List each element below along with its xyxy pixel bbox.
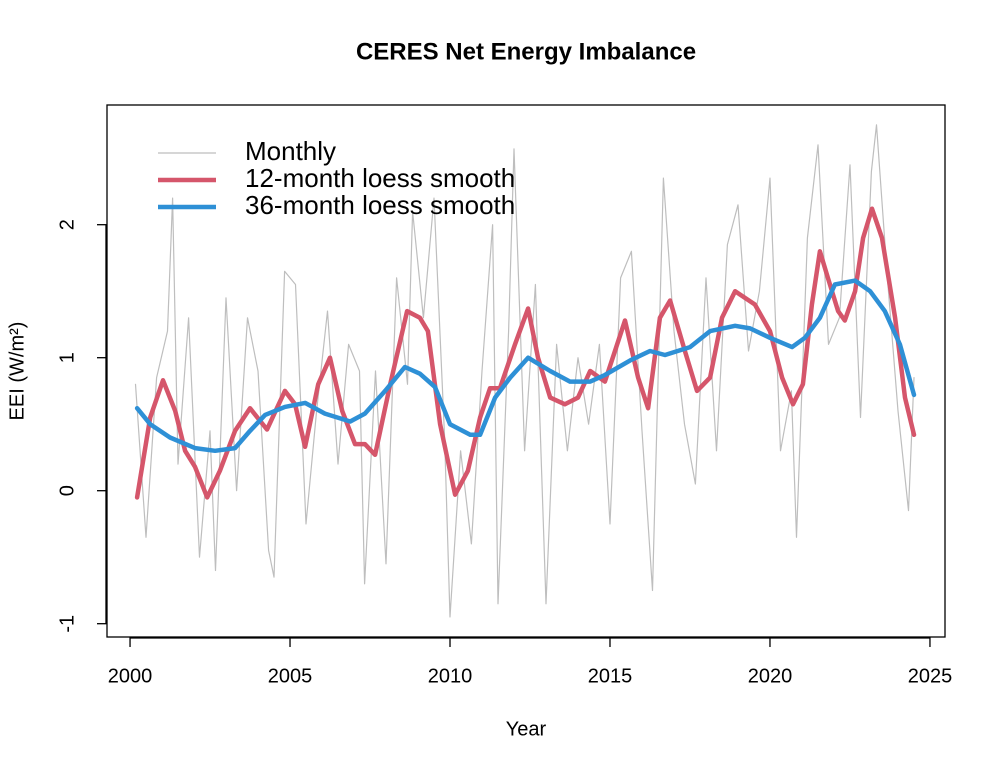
- legend-label: 12-month loess smooth: [245, 163, 515, 193]
- series-line: [134, 278, 917, 454]
- x-axis-label: Year: [506, 718, 547, 740]
- legend-label: Monthly: [245, 136, 336, 166]
- chart-title: CERES Net Energy Imbalance: [356, 38, 696, 65]
- y-tick-label: 2: [56, 219, 78, 230]
- y-axis-label: EEI (W/m²): [6, 322, 28, 421]
- x-tick-label: 2000: [108, 665, 153, 687]
- x-tick-label: 2010: [428, 665, 473, 687]
- y-tick-label: 0: [56, 485, 78, 496]
- legend-label: 36-month loess smooth: [245, 190, 515, 220]
- x-tick-label: 2015: [588, 665, 633, 687]
- plot-frame: [106, 104, 946, 638]
- x-tick-label: 2025: [908, 665, 953, 687]
- series-line: [134, 206, 917, 500]
- y-tick-label: -1: [56, 615, 78, 633]
- x-tick-label: 2020: [748, 665, 793, 687]
- y-tick-label: 1: [56, 352, 78, 363]
- x-tick-label: 2005: [268, 665, 313, 687]
